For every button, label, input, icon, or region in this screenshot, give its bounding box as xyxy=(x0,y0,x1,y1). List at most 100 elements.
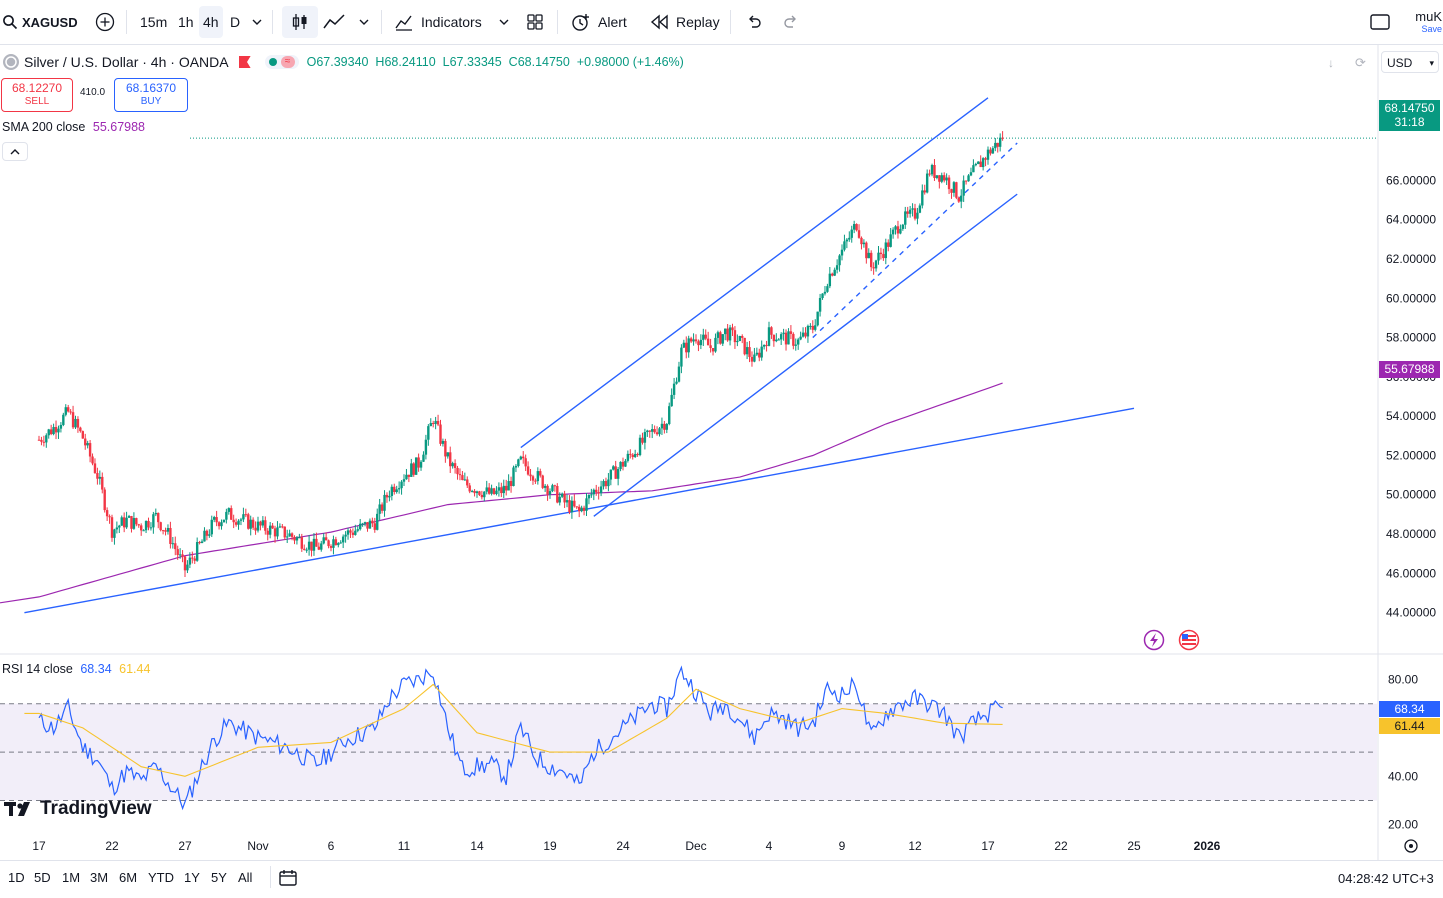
candle-251 xyxy=(648,430,651,438)
rsi-legend[interactable]: RSI 14 close 68.34 61.44 xyxy=(2,662,150,676)
candle-192 xyxy=(505,479,508,496)
candle-277 xyxy=(711,347,715,356)
indicators-dropdown-button[interactable] xyxy=(498,0,510,44)
replay-button[interactable]: Replay xyxy=(650,0,720,44)
interval-dropdown-button[interactable] xyxy=(251,0,263,44)
candle-3 xyxy=(45,433,48,448)
alert-button[interactable]: Alert xyxy=(570,0,627,44)
candles-style-button[interactable] xyxy=(282,6,318,38)
status-badge[interactable]: ≈ xyxy=(264,55,299,69)
chart-type-dropdown-button[interactable] xyxy=(358,0,370,44)
candle-148 xyxy=(397,481,401,494)
time-tick-0: 17 xyxy=(32,839,46,853)
range-5d[interactable]: 5D xyxy=(34,870,51,885)
sync-icon[interactable]: ⟳ xyxy=(1355,55,1366,70)
range-3m[interactable]: 3M xyxy=(90,870,109,885)
candle-200 xyxy=(524,454,527,472)
tradingview-logo[interactable]: TradingView xyxy=(4,798,152,820)
candle-172 xyxy=(456,465,459,480)
sell-button[interactable]: 68.12270 SELL xyxy=(1,78,73,112)
sma-200-line xyxy=(0,382,1003,604)
candle-262 xyxy=(675,377,678,385)
trend-lines[interactable] xyxy=(24,97,1135,614)
trend-line-3[interactable] xyxy=(812,142,1018,339)
range-ytd[interactable]: YTD xyxy=(148,870,174,885)
candle-71 xyxy=(210,515,213,538)
time-tick-16: 2026 xyxy=(1194,839,1221,853)
interval-4h[interactable]: 4h xyxy=(199,6,223,38)
candle-49 xyxy=(157,512,160,529)
range-6m[interactable]: 6M xyxy=(119,870,138,885)
events-flash-icon[interactable] xyxy=(1143,629,1165,651)
collapse-legend-button[interactable] xyxy=(2,142,28,161)
line-chart-icon xyxy=(323,14,345,29)
candle-70 xyxy=(208,529,211,538)
candle-116 xyxy=(320,540,323,552)
time-tick-13: 17 xyxy=(981,839,995,853)
candle-4 xyxy=(47,428,50,439)
candle-396 xyxy=(1001,131,1004,141)
candle-214 xyxy=(558,492,561,506)
interval-d[interactable]: D xyxy=(230,14,241,30)
sma-legend[interactable]: SMA 200 close 55.67988 xyxy=(2,120,145,134)
save-layout-button[interactable]: muK Save xyxy=(1412,0,1442,44)
indicators-button[interactable]: Indicators xyxy=(394,0,482,44)
candle-368 xyxy=(933,159,936,181)
candle-335 xyxy=(852,220,856,234)
candle-176 xyxy=(466,476,469,489)
date-range-button[interactable] xyxy=(278,868,298,893)
candle-135 xyxy=(366,522,369,532)
candle-325 xyxy=(828,266,832,289)
candle-208 xyxy=(543,484,547,492)
price-tick-9: 62.00000 xyxy=(1386,252,1436,266)
compare-symbol-button[interactable] xyxy=(95,0,115,44)
symbol-search-button[interactable]: XAGUSD xyxy=(2,0,78,44)
candle-113 xyxy=(312,533,316,556)
last-price-value: 68.14750 xyxy=(1384,101,1435,115)
candle-99 xyxy=(278,523,282,529)
price-tick-11: 66.00000 xyxy=(1386,173,1436,187)
download-arrow-icon[interactable]: ↓ xyxy=(1328,56,1334,70)
axis-settings-icon[interactable] xyxy=(1404,839,1418,853)
candle-152 xyxy=(407,474,411,483)
currency-select[interactable]: USD ▾ xyxy=(1381,51,1439,73)
candle-108 xyxy=(300,533,303,552)
candle-36 xyxy=(125,511,128,529)
candle-248 xyxy=(641,432,644,445)
layouts-button[interactable] xyxy=(526,0,544,44)
candle-96 xyxy=(271,522,274,529)
buy-button[interactable]: 68.16370 BUY xyxy=(114,78,188,112)
range-1d[interactable]: 1D xyxy=(8,870,25,885)
candle-158 xyxy=(422,451,425,462)
interval-15m[interactable]: 15m xyxy=(140,14,168,30)
interval-1h[interactable]: 1h xyxy=(178,14,194,30)
chart-area[interactable]: 44.00000 46.00000 48.00000 50.00000 52.00000… xyxy=(0,45,1443,860)
trend-line-2[interactable] xyxy=(520,97,989,449)
fullscreen-button[interactable] xyxy=(1369,0,1391,44)
candle-327 xyxy=(833,267,836,277)
candle-381 xyxy=(964,180,968,185)
candle-155 xyxy=(414,457,418,475)
us-flag-event-icon[interactable] xyxy=(1178,629,1200,651)
redo-icon xyxy=(784,15,796,28)
candle-245 xyxy=(633,449,637,458)
candle-230 xyxy=(597,486,600,500)
trend-line-1[interactable] xyxy=(593,193,1018,517)
line-style-button[interactable] xyxy=(322,0,346,44)
candle-210 xyxy=(548,488,552,499)
candles-icon xyxy=(292,14,307,30)
range-1m[interactable]: 1M xyxy=(62,870,81,885)
ohlc-values: O67.39340 H68.24110 L67.33345 C68.14750 … xyxy=(307,55,684,69)
range-5y[interactable]: 5Y xyxy=(211,870,227,885)
candle-119 xyxy=(327,539,330,549)
candle-336 xyxy=(855,223,858,232)
candle-128 xyxy=(349,528,352,539)
candle-297 xyxy=(760,340,763,361)
range-1y[interactable]: 1Y xyxy=(184,870,200,885)
candle-344 xyxy=(874,259,878,272)
candle-141 xyxy=(380,502,384,514)
redo-button[interactable] xyxy=(782,0,800,44)
clock[interactable]: 04:28:42 UTC+3 xyxy=(1338,871,1434,886)
range-all[interactable]: All xyxy=(238,870,253,885)
undo-button[interactable] xyxy=(745,0,763,44)
